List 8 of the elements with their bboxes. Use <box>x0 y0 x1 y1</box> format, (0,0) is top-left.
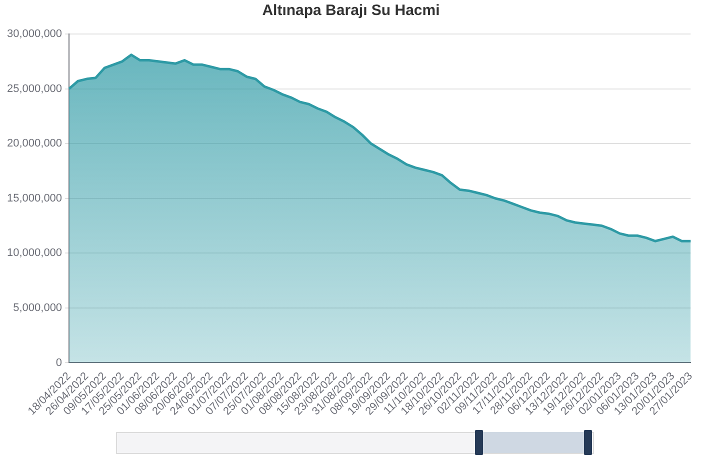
y-tick-label: 10,000,000 <box>6 247 62 260</box>
y-tick-label: 25,000,000 <box>6 82 62 95</box>
y-tick-label: 0 <box>56 356 62 369</box>
y-tick-label: 20,000,000 <box>6 138 62 150</box>
chart-title: Altınapa Barajı Su Hacmi <box>262 2 440 20</box>
y-tick-label: 15,000,000 <box>6 192 62 204</box>
y-tick-label: 5,000,000 <box>13 302 62 314</box>
y-tick-label: 30,000,000 <box>6 28 62 40</box>
